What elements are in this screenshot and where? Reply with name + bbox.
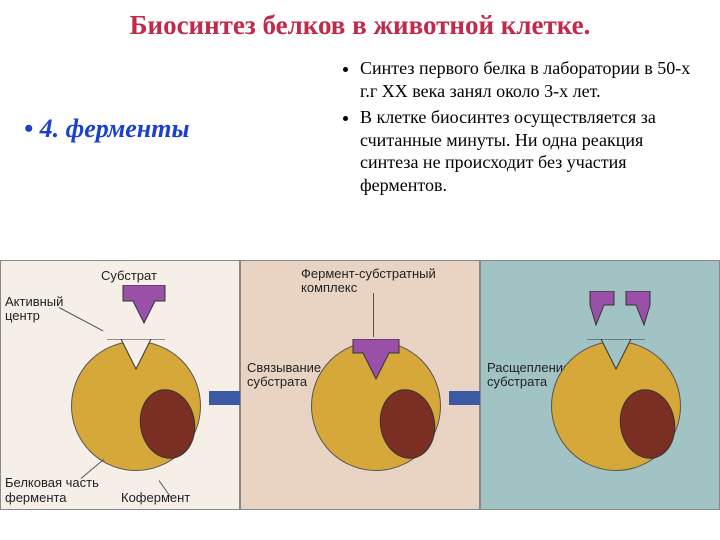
bullet-item: Синтез первого белка в лаборатории в 50-… — [360, 57, 696, 102]
label-substrate: Субстрат — [101, 269, 181, 283]
active-site-notch — [347, 339, 405, 381]
right-column: Синтез первого белка в лаборатории в 50-… — [340, 57, 696, 200]
left-column: • 4. ферменты — [24, 57, 324, 200]
diagram-panel-2: Фермент-субстратный комплекс Связывание … — [240, 260, 480, 510]
active-site-notch — [587, 339, 645, 379]
section-heading: • 4. ферменты — [24, 114, 190, 144]
label-complex: Фермент-субстратный комплекс — [301, 267, 471, 296]
leader-line — [373, 293, 374, 337]
label-protein-part: Белковая часть фермента — [5, 476, 115, 505]
upper-content: • 4. ферменты Синтез первого белка в лаб… — [0, 49, 720, 210]
enzyme-diagram: Субстрат Активный центр Белковая часть ф… — [0, 260, 720, 510]
label-cofactor: Кофермент — [121, 491, 201, 505]
product-shapes — [586, 291, 656, 340]
enzyme-shape — [551, 341, 681, 471]
bullet-item: В клетке биосинтез осуществляется за счи… — [360, 106, 696, 196]
page-title: Биосинтез белков в животной клетке. — [0, 0, 720, 49]
enzyme-shape — [311, 341, 441, 471]
enzyme-shape — [71, 341, 201, 471]
substrate-shape — [119, 285, 169, 325]
active-site-notch — [107, 339, 165, 379]
diagram-panel-3: Расщепление субстрата — [480, 260, 720, 510]
diagram-panel-1: Субстрат Активный центр Белковая часть ф… — [0, 260, 240, 510]
